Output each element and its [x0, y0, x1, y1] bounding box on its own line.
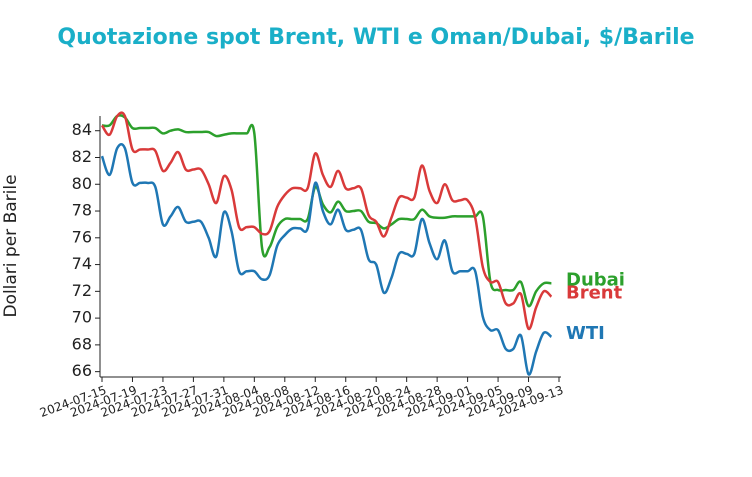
y-tick-label: 78	[72, 201, 92, 220]
y-tick-label: 72	[72, 281, 92, 300]
y-tick-label: 66	[72, 361, 92, 380]
y-tick-label: 68	[72, 334, 92, 353]
y-tick-label: 76	[72, 227, 92, 246]
series-label: Brent	[566, 283, 623, 304]
y-tick-label: 70	[72, 308, 92, 327]
series-line	[101, 114, 552, 308]
y-axis-label: Dollari per Barile	[1, 174, 21, 317]
y-tick-label: 80	[72, 174, 92, 193]
series-label: WTI	[566, 323, 605, 344]
series-label: Dubai	[566, 269, 625, 290]
y-tick-label: 74	[72, 254, 92, 273]
series-line	[100, 111, 553, 331]
y-tick-label: 82	[72, 147, 92, 166]
chart-title: Quotazione spot Brent, WTI e Oman/Dubai,…	[57, 25, 694, 50]
y-tick-label: 84	[72, 120, 92, 139]
series-line	[100, 143, 553, 376]
